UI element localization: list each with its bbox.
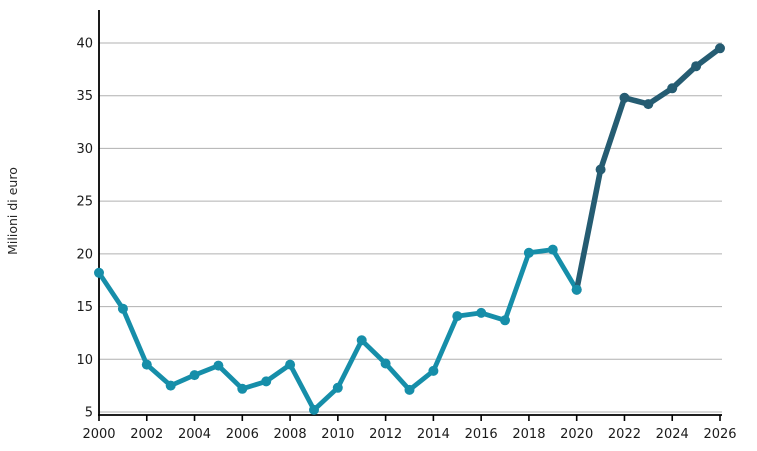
data-point (237, 383, 248, 394)
data-point (117, 303, 128, 314)
data-point (619, 92, 630, 103)
y-tick-label: 40 (76, 37, 93, 52)
data-point (165, 380, 176, 391)
data-point (547, 244, 558, 255)
x-tick-label: 2010 (321, 427, 354, 442)
x-tick-label: 2024 (656, 427, 689, 442)
data-point (332, 382, 343, 393)
x-tick-label: 2018 (512, 427, 545, 442)
x-tick-label: 2006 (226, 427, 259, 442)
x-tick-label: 2002 (130, 427, 163, 442)
data-point (643, 99, 654, 110)
data-point (309, 404, 319, 415)
data-series (94, 43, 725, 415)
data-point (213, 360, 224, 371)
data-point (452, 311, 463, 322)
data-point (356, 335, 367, 346)
x-tick-label: 2022 (608, 427, 641, 442)
y-tick-label: 15 (76, 300, 93, 315)
x-tick-label: 2016 (465, 427, 498, 442)
data-point (285, 359, 296, 370)
axes (98, 10, 722, 421)
x-tick-label: 2000 (82, 427, 115, 442)
y-tick-label: 30 (76, 142, 93, 157)
data-point (141, 359, 152, 370)
x-tick-label: 2026 (703, 427, 736, 442)
tick-labels: 5 10 15 20 25 30 35 40 2000 2002 2004 2006 2008 2010 2… (76, 37, 736, 443)
data-point (261, 376, 272, 387)
x-tick-label: 2020 (560, 427, 593, 442)
gridlines (99, 42, 722, 413)
x-tick-label: 2004 (178, 427, 211, 442)
data-point (94, 267, 104, 278)
data-point (404, 384, 415, 395)
y-tick-label: 20 (76, 247, 93, 262)
x-tick-label: 2014 (417, 427, 450, 442)
data-point (500, 315, 510, 326)
data-point (595, 164, 606, 175)
data-point (428, 365, 439, 376)
y-tick-label: 10 (76, 353, 93, 368)
data-point (523, 247, 534, 258)
y-axis-title: Milioni di euro (5, 167, 20, 255)
data-point (667, 83, 678, 94)
x-tick-label: 2012 (369, 427, 402, 442)
y-tick-label: 5 (85, 406, 93, 421)
data-point (189, 370, 200, 381)
y-tick-label: 25 (76, 195, 93, 210)
y-tick-label: 35 (76, 89, 93, 104)
data-point (476, 307, 487, 318)
data-point (691, 61, 702, 72)
data-point (571, 284, 582, 295)
x-tick-label: 2008 (274, 427, 307, 442)
data-point (715, 43, 725, 54)
data-point (380, 358, 391, 369)
